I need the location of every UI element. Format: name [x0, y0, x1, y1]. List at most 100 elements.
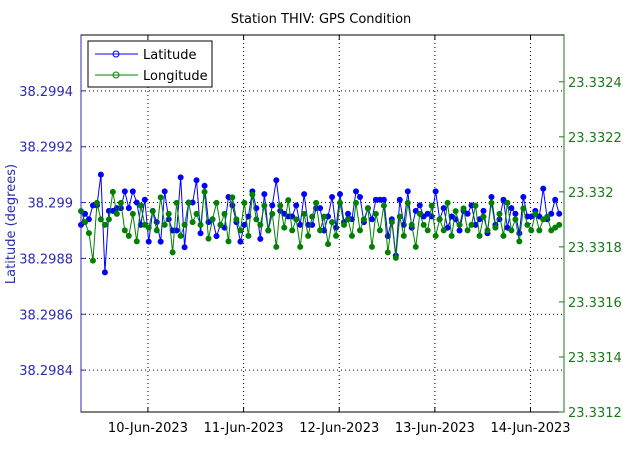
legend-latitude-marker — [112, 50, 120, 58]
longitude-point — [93, 199, 100, 206]
longitude-point — [217, 221, 224, 228]
longitude-point — [301, 210, 308, 217]
right-tick-label: 23.3324 — [568, 76, 622, 91]
longitude-point — [237, 227, 244, 234]
latitude-point — [121, 188, 128, 195]
longitude-point — [277, 202, 284, 209]
right-tick-label: 23.3316 — [568, 296, 622, 311]
x-tick-label: 10-Jun-2023 — [108, 421, 188, 436]
longitude-point — [384, 249, 391, 256]
latitude-point — [552, 196, 559, 203]
longitude-point — [336, 199, 343, 206]
longitude-point — [528, 227, 535, 234]
longitude-point — [380, 202, 387, 209]
longitude-point — [404, 199, 411, 206]
longitude-point — [400, 232, 407, 239]
longitude-point — [213, 199, 220, 206]
longitude-point — [109, 188, 116, 195]
longitude-point — [157, 194, 164, 201]
latitude-point — [293, 202, 300, 209]
latitude-point — [508, 205, 515, 212]
longitude-point — [149, 208, 156, 215]
latitude-point — [528, 213, 535, 220]
longitude-point — [440, 227, 447, 234]
longitude-point — [309, 213, 316, 220]
longitude-point — [313, 199, 320, 206]
longitude-point — [289, 227, 296, 234]
longitude-point — [345, 216, 352, 223]
longitude-point — [225, 238, 232, 245]
longitude-point — [121, 227, 128, 234]
longitude-point — [416, 210, 423, 217]
longitude-point — [396, 213, 403, 220]
longitude-point — [221, 210, 228, 217]
latitude-point — [356, 193, 363, 200]
latitude-point — [133, 199, 140, 206]
longitude-point — [341, 221, 348, 228]
latitude-point — [412, 207, 419, 214]
longitude-point — [82, 219, 89, 226]
latitude-point — [404, 188, 411, 195]
latitude-point — [329, 193, 336, 200]
longitude-point — [137, 202, 144, 209]
longitude-point — [269, 210, 276, 217]
latitude-point — [317, 205, 324, 212]
longitude-point — [368, 243, 375, 250]
longitude-point — [460, 205, 467, 212]
latitude-point — [416, 202, 423, 209]
longitude-point — [480, 213, 487, 220]
longitude-point — [293, 216, 300, 223]
longitude-point — [193, 210, 200, 217]
right-axis-ticks: 23.3312 23.3314 23.3316 23.3318 23.332 23.332… — [559, 76, 622, 421]
longitude-point — [321, 213, 328, 220]
longitude-point — [436, 216, 443, 223]
longitude-point — [524, 221, 531, 228]
latitude-point — [480, 207, 487, 214]
longitude-point — [496, 210, 503, 217]
longitude-point — [452, 208, 459, 215]
latitude-point — [257, 235, 264, 242]
longitude-point — [512, 216, 519, 223]
longitude-point — [245, 232, 252, 239]
latitude-point — [273, 177, 280, 184]
left-tick-label: 38.2992 — [19, 141, 73, 156]
latitude-point — [456, 227, 463, 234]
longitude-point — [97, 216, 104, 223]
longitude-point — [181, 221, 188, 228]
x-tick-label: 14-Jun-2023 — [491, 421, 571, 436]
longitude-point — [372, 210, 379, 217]
longitude-point — [520, 205, 527, 212]
latitude-point — [368, 216, 375, 223]
longitude-point — [500, 232, 507, 239]
longitude-point — [420, 221, 427, 228]
longitude-point — [532, 210, 539, 217]
longitude-series — [78, 188, 563, 264]
latitude-point — [213, 233, 220, 240]
latitude-point — [193, 177, 200, 184]
longitude-point — [472, 202, 479, 209]
legend: Latitude Longitude — [87, 40, 213, 88]
longitude-point — [281, 224, 288, 231]
longitude-point — [432, 232, 439, 239]
latitude-point — [237, 238, 244, 245]
longitude-point — [229, 194, 236, 201]
latitude-point — [345, 210, 352, 217]
longitude-point — [253, 216, 260, 223]
latitude-point — [556, 210, 563, 217]
latitude-point — [432, 188, 439, 195]
longitude-point — [125, 232, 132, 239]
latitude-point — [97, 171, 104, 178]
right-tick-label: 23.3318 — [568, 241, 622, 256]
right-tick-label: 23.3312 — [568, 406, 622, 421]
longitude-point — [173, 199, 180, 206]
latitude-point — [161, 188, 168, 195]
longitude-point — [428, 202, 435, 209]
longitude-point — [540, 216, 547, 223]
longitude-point — [444, 199, 451, 206]
latitude-point — [197, 230, 204, 237]
longitude-point — [536, 227, 543, 234]
longitude-point — [412, 243, 419, 250]
longitude-point — [89, 257, 96, 264]
longitude-point — [556, 221, 563, 228]
